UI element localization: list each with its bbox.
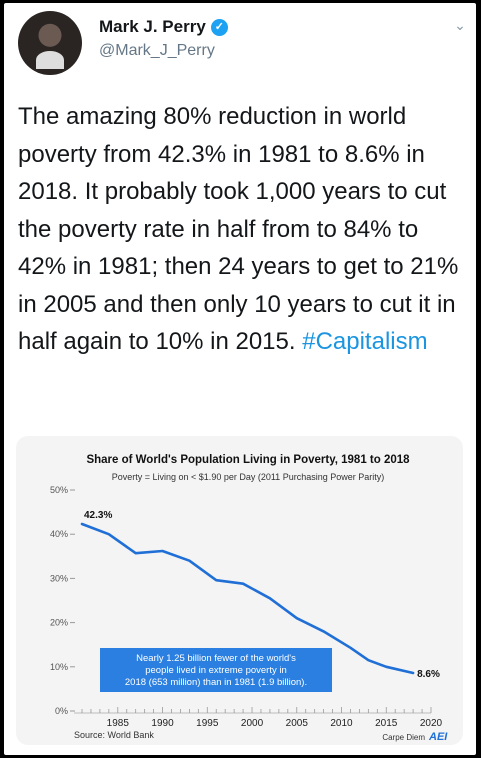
annotation-line: 2018 (653 million) than in 1981 (1.9 bil… (125, 677, 307, 688)
hashtag-link[interactable]: #Capitalism (302, 328, 428, 355)
x-tick-label: 2015 (375, 718, 398, 729)
x-tick-label: 1995 (196, 718, 219, 729)
avatar[interactable] (18, 11, 82, 75)
annotation-box (100, 648, 332, 692)
y-tick-label: 20% (50, 618, 68, 628)
x-tick-label: 2010 (330, 718, 353, 729)
author-name[interactable]: Mark J. Perry (99, 17, 206, 36)
end-value-label: 8.6% (417, 669, 440, 680)
tweet-card[interactable]: Mark J. Perry ✓ @Mark_J_Perry ⌄ The amaz… (4, 3, 476, 755)
aei-logo-icon: AEI (428, 731, 448, 743)
chevron-down-icon[interactable]: ⌄ (454, 17, 466, 33)
x-tick-label: 1985 (107, 718, 130, 729)
y-tick-label: 0% (55, 706, 68, 716)
y-tick-label: 30% (50, 573, 68, 583)
chart-image[interactable]: Share of World's Population Living in Po… (16, 436, 463, 745)
x-tick-label: 1990 (151, 718, 174, 729)
y-tick-label: 40% (50, 529, 68, 539)
x-tick-label: 2005 (286, 718, 309, 729)
annotation-line: Nearly 1.25 billion fewer of the world's (136, 653, 296, 664)
chart-source: Source: World Bank (74, 730, 154, 740)
brand-label: Carpe Diem (382, 733, 425, 742)
y-axis: 0% 10% 20% 30% 40% 50% (50, 485, 75, 716)
chart-title: Share of World's Population Living in Po… (86, 454, 410, 466)
y-tick-label: 10% (50, 662, 68, 672)
tweet-text: The amazing 80% reduction in world pover… (18, 98, 468, 361)
author-handle[interactable]: @Mark_J_Perry (99, 42, 215, 59)
y-tick-label: 50% (50, 485, 68, 495)
verified-badge-icon: ✓ (210, 18, 228, 36)
tweet-body: The amazing 80% reduction in world pover… (18, 103, 459, 355)
annotation-line: people lived in extreme poverty in (145, 665, 287, 676)
poverty-series-line (80, 522, 415, 675)
author-row: Mark J. Perry ✓ (99, 17, 228, 37)
x-tick-label: 2020 (420, 718, 443, 729)
chart-subtitle: Poverty = Living on < $1.90 per Day (201… (112, 472, 384, 482)
x-tick-label: 2000 (241, 718, 264, 729)
start-value-label: 42.3% (84, 510, 112, 521)
annotation-text: Nearly 1.25 billion fewer of the world's… (125, 653, 307, 688)
poverty-chart: Share of World's Population Living in Po… (50, 454, 448, 743)
x-axis: 1985 1990 1995 2000 2005 2010 2015 2020 (74, 707, 443, 729)
